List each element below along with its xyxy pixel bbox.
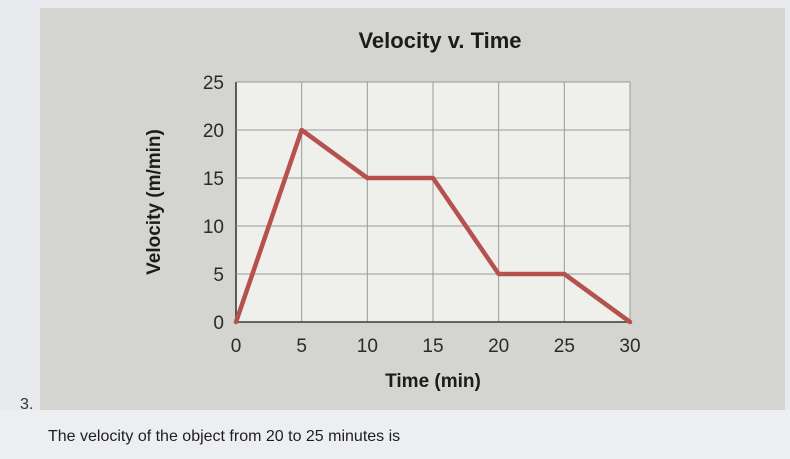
velocity-line <box>233 127 633 325</box>
chart-title: Velocity v. Time <box>358 28 521 53</box>
x-axis-label: Time (min) <box>385 371 481 392</box>
x-tick-label: 5 <box>296 336 307 357</box>
y-tick-label: 20 <box>203 121 224 142</box>
x-tick-label: 25 <box>554 336 575 357</box>
question-text: The velocity of the object from 20 to 25… <box>48 428 401 445</box>
y-axis-label: Velocity (m/min) <box>144 129 165 275</box>
x-tick-label: 30 <box>619 336 640 357</box>
x-tick-label: 0 <box>231 336 242 357</box>
x-tick-label: 10 <box>357 336 378 357</box>
y-tick-label: 10 <box>203 217 224 238</box>
y-tick-label: 15 <box>203 169 224 190</box>
y-tick-label: 0 <box>213 313 224 334</box>
worksheet-area <box>0 410 790 459</box>
x-tick-label: 20 <box>488 336 509 357</box>
grid-lines <box>235 81 631 323</box>
x-tick-labels: 0 5 10 15 20 25 30 <box>231 336 641 357</box>
question-number: 3. <box>20 396 34 413</box>
data-series <box>233 127 633 325</box>
y-tick-labels: 0 5 10 15 20 25 <box>203 73 224 334</box>
y-tick-label: 25 <box>203 73 224 94</box>
x-tick-label: 15 <box>422 336 443 357</box>
y-tick-label: 5 <box>213 265 224 286</box>
